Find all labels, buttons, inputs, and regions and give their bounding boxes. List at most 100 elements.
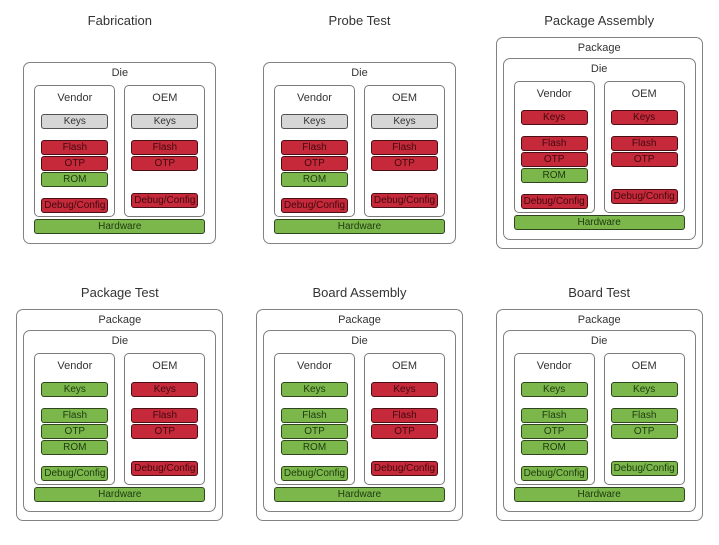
debug-config-box: Debug/Config xyxy=(131,461,199,476)
oem-box: OEM Keys Flash OTP Debug/Config xyxy=(363,85,445,217)
box-group: Flash OTP xyxy=(131,408,199,450)
box-group: Flash OTP xyxy=(610,136,678,178)
stage-probe-test: Probe TestPackageDieVendorKeysFlashOTPRO… xyxy=(240,0,480,272)
debug-config-box: Debug/Config xyxy=(131,193,199,208)
otp-box: OTP xyxy=(131,424,199,439)
stage-title: Package Test xyxy=(80,285,159,300)
box-group: Keys xyxy=(280,114,348,129)
box-group: Keys xyxy=(131,382,199,397)
package-label: Package xyxy=(577,314,621,326)
die-box: Die Vendor Keys Flash OTP ROM Debug/Config OEM K… xyxy=(502,330,696,512)
die-label: Die xyxy=(590,63,608,75)
otp-box: OTP xyxy=(370,424,438,439)
oem-box: OEM Keys Flash OTP Debug/Config xyxy=(603,81,685,213)
box-group: Keys xyxy=(610,110,678,125)
box-group: Keys xyxy=(41,382,109,397)
keys-box: Keys xyxy=(131,114,199,129)
debug-config-box: Debug/Config xyxy=(520,194,588,209)
stage-title: Package Assembly xyxy=(544,13,655,28)
box-group: Flash OTP ROM xyxy=(41,140,109,187)
die-label: Die xyxy=(351,335,368,347)
keys-box: Keys xyxy=(370,382,438,397)
vendor-oem-columns: Vendor Keys Flash OTP ROM Debug/Config OEM Keys… xyxy=(513,81,685,213)
box-group: Debug/Config xyxy=(280,466,348,481)
vendor-label: Vendor xyxy=(536,88,572,100)
box-group: Keys xyxy=(41,114,109,129)
stage-title: Board Assembly xyxy=(312,285,407,300)
stage-title: Board Test xyxy=(568,285,631,300)
vendor-oem-columns: Vendor Keys Flash OTP ROM Debug/Config OEM Keys… xyxy=(513,353,685,485)
stage-title: Fabrication xyxy=(87,13,152,28)
rom-box: ROM xyxy=(41,440,109,455)
debug-config-box: Debug/Config xyxy=(610,461,678,476)
package-label: Package xyxy=(98,314,142,326)
stage-board-assembly: Board Assembly Package Die Vendor Keys Flash O… xyxy=(240,272,480,545)
box-group: Debug/Config xyxy=(520,194,588,209)
die-label: Die xyxy=(590,335,608,347)
oem-label: OEM xyxy=(152,360,178,372)
box-group: Debug/Config xyxy=(131,461,199,476)
vendor-box: Vendor Keys Flash OTP ROM Debug/Config xyxy=(34,353,116,485)
debug-config-box: Debug/Config xyxy=(280,198,348,213)
rom-box: ROM xyxy=(520,440,588,455)
hardware-bar: Hardware xyxy=(34,219,206,234)
flash-box: Flash xyxy=(280,408,348,423)
flash-box: Flash xyxy=(41,140,109,155)
box-group: Flash OTP ROM xyxy=(41,408,109,455)
keys-box: Keys xyxy=(610,110,678,125)
box-group: Debug/Config xyxy=(41,198,109,213)
die-box: Die Vendor Keys Flash OTP ROM Debug/Config OEM K… xyxy=(23,62,217,244)
box-group: Flash OTP xyxy=(131,140,199,182)
stage-package-assembly: Package Assembly Package Die Vendor Keys Flas… xyxy=(479,0,719,272)
package-box: PackageDieVendorKeysFlashOTPROMDebug/Con… xyxy=(16,37,224,244)
box-group: Debug/Config xyxy=(280,198,348,213)
box-group: Keys xyxy=(280,382,348,397)
otp-box: OTP xyxy=(280,156,348,171)
vendor-oem-columns: Vendor Keys Flash OTP ROM Debug/Config OEM Keys… xyxy=(34,85,206,217)
rom-box: ROM xyxy=(280,172,348,187)
oem-label: OEM xyxy=(631,360,657,372)
keys-box: Keys xyxy=(131,382,199,397)
vendor-oem-columns: Vendor Keys Flash OTP ROM Debug/Config OEM Keys… xyxy=(34,353,206,485)
flash-box: Flash xyxy=(41,408,109,423)
oem-box: OEM Keys Flash OTP Debug/Config xyxy=(603,353,685,485)
otp-box: OTP xyxy=(610,424,678,439)
box-group: Flash OTP xyxy=(370,140,438,182)
vendor-label: Vendor xyxy=(297,92,332,104)
hardware-bar: Hardware xyxy=(513,215,685,230)
debug-config-box: Debug/Config xyxy=(41,466,109,481)
keys-box: Keys xyxy=(41,382,109,397)
flash-box: Flash xyxy=(131,408,199,423)
oem-label: OEM xyxy=(152,92,178,104)
otp-box: OTP xyxy=(131,156,199,171)
oem-label: OEM xyxy=(391,360,418,372)
rom-box: ROM xyxy=(280,440,348,455)
box-group: Flash OTP xyxy=(370,408,438,450)
die-label: Die xyxy=(351,67,368,79)
vendor-box: Vendor Keys Flash OTP ROM Debug/Config xyxy=(273,85,355,217)
flash-box: Flash xyxy=(131,140,199,155)
vendor-label: Vendor xyxy=(297,360,332,372)
flash-box: Flash xyxy=(370,140,438,155)
rom-box: ROM xyxy=(41,172,109,187)
debug-config-box: Debug/Config xyxy=(280,466,348,481)
debug-config-box: Debug/Config xyxy=(370,461,438,476)
die-box: Die Vendor Keys Flash OTP ROM Debug/Config OEM K… xyxy=(262,330,456,512)
oem-label: OEM xyxy=(391,92,418,104)
debug-config-box: Debug/Config xyxy=(520,466,588,481)
keys-box: Keys xyxy=(370,114,438,129)
box-group: Debug/Config xyxy=(131,193,199,208)
vendor-box: Vendor Keys Flash OTP ROM Debug/Config xyxy=(273,353,355,485)
keys-box: Keys xyxy=(41,114,109,129)
package-label: Package xyxy=(338,314,381,326)
keys-box: Keys xyxy=(280,382,348,397)
stage-fabrication: FabricationPackageDieVendorKeysFlashOTPR… xyxy=(0,0,240,272)
otp-box: OTP xyxy=(41,156,109,171)
stage-board-test: Board Test Package Die Vendor Keys Flash OTP RO… xyxy=(479,272,719,545)
box-group: Keys xyxy=(370,382,438,397)
box-group: Flash OTP ROM xyxy=(280,140,348,187)
box-group: Debug/Config xyxy=(610,189,678,204)
vendor-oem-columns: Vendor Keys Flash OTP ROM Debug/Config OEM Keys… xyxy=(273,85,445,217)
